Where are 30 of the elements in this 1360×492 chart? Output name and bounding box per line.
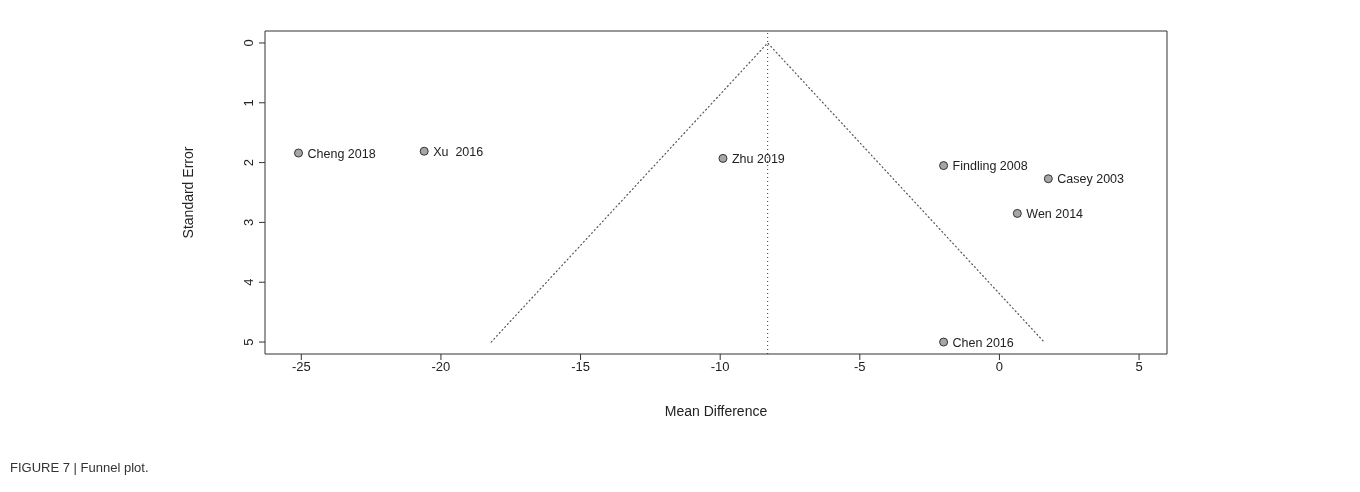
point	[1043, 174, 1053, 184]
point	[718, 153, 728, 163]
annotation: Xu 2016	[433, 144, 484, 159]
y-tick-label: 1	[241, 99, 256, 107]
point	[294, 148, 304, 158]
annotation: Wen 2014	[1026, 206, 1084, 221]
y-tick-label: 4	[241, 278, 256, 286]
annotation: Chen 2016	[952, 335, 1014, 350]
x-tick-label: 0	[995, 359, 1004, 375]
annotation: Casey 2003	[1057, 172, 1125, 187]
annotation: Findling 2008	[952, 159, 1028, 174]
point	[419, 146, 429, 156]
point	[939, 337, 949, 347]
x-axis-title: Mean Difference	[664, 403, 768, 419]
point	[939, 161, 949, 171]
y-tick-label: 5	[241, 338, 256, 346]
x-tick-label: -15	[571, 359, 590, 375]
y-axis-title: Standard Error	[179, 146, 196, 239]
caption: FIGURE 7 | Funnel plot.	[10, 460, 150, 475]
x-tick-label: -10	[710, 359, 730, 375]
point	[1012, 208, 1022, 218]
y-tick-label: 2	[241, 158, 256, 167]
x-tick-label: -25	[291, 359, 311, 375]
y-tick-label: 0	[241, 39, 256, 47]
annotation: Zhu 2019	[731, 151, 785, 166]
x-tick-label: 5	[1135, 359, 1143, 375]
x-tick-label: -20	[431, 359, 451, 375]
annotation: Cheng 2018	[307, 146, 376, 161]
y-tick-label: 3	[241, 218, 256, 227]
x-tick-label: -5	[854, 359, 866, 375]
